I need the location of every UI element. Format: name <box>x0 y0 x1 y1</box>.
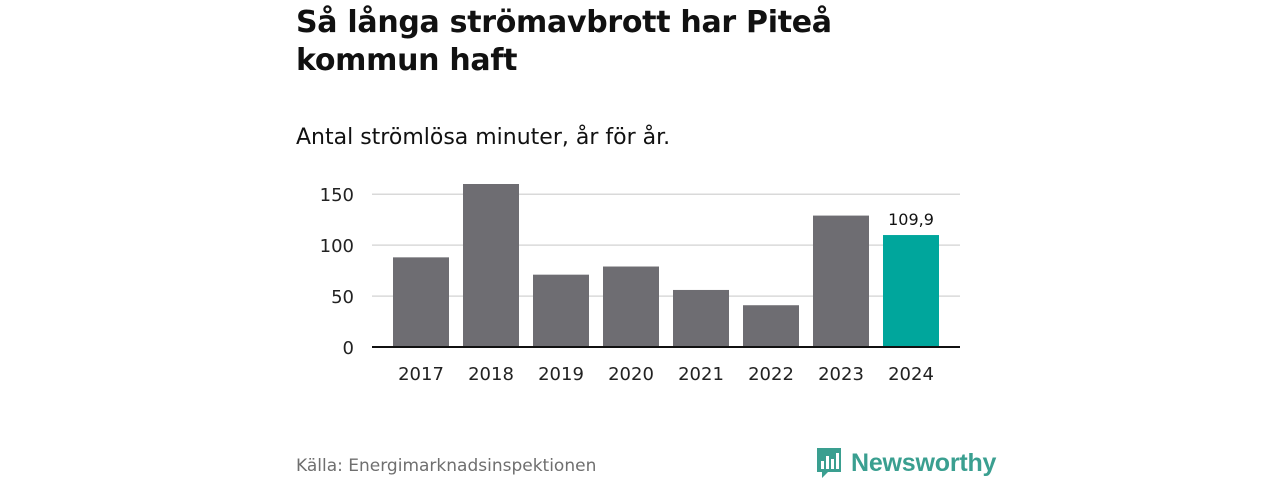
chart-subtitle: Antal strömlösa minuter, år för år. <box>296 125 671 150</box>
x-tick-label: 2024 <box>888 364 934 385</box>
brand-name: Newsworthy <box>851 448 997 477</box>
x-tick-label: 2018 <box>468 364 514 385</box>
x-tick-label: 2022 <box>748 364 794 385</box>
bar-2021 <box>673 289 729 347</box>
bar-2017 <box>393 257 449 347</box>
y-tick-label: 150 <box>320 185 354 206</box>
source-note: Källa: Energimarknadsinspektionen <box>296 456 597 476</box>
bar-chart: 0 50 100 150 2017 2018 2019 2020 2021 2022 2023 202… <box>320 184 960 385</box>
brand-logo: Newsworthy <box>815 446 996 480</box>
chart-card: Så långa strömavbrott har Piteå kommun h… <box>296 0 996 480</box>
bar-2023 <box>813 215 869 347</box>
chart-title: Så långa strömavbrott har Piteå kommun h… <box>296 5 832 78</box>
x-tick-label: 2021 <box>678 364 724 385</box>
x-tick-label: 2017 <box>398 364 444 385</box>
bar-2019 <box>533 274 589 347</box>
bar-2024 <box>883 235 939 347</box>
x-tick-label: 2019 <box>538 364 584 385</box>
bar-2020 <box>603 266 659 347</box>
bar-2022 <box>743 305 799 347</box>
x-tick-label: 2023 <box>818 364 864 385</box>
y-tick-label: 0 <box>343 338 354 359</box>
bar-2018 <box>463 184 519 347</box>
x-tick-label: 2020 <box>608 364 654 385</box>
data-label-2024: 109,9 <box>888 210 934 229</box>
y-tick-label: 100 <box>320 236 354 257</box>
y-tick-label: 50 <box>331 287 354 308</box>
newsworthy-logo-icon <box>817 448 841 478</box>
